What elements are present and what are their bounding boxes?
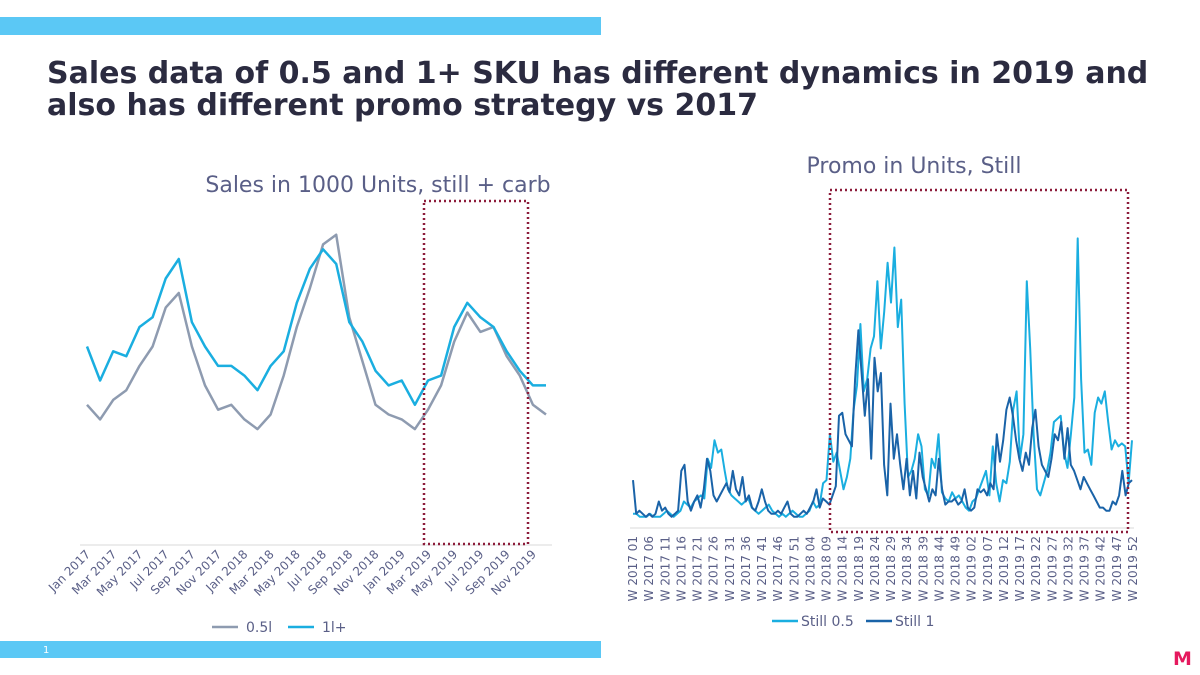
promo-x-tick-w-2019-42: W 2019 42 <box>1094 536 1108 601</box>
promo-x-tick-w-2018-44: W 2018 44 <box>932 536 946 601</box>
legend-label-still-1: Still 1 <box>895 614 934 630</box>
headline-line-1: Sales data of 0.5 and 1+ SKU has differe… <box>47 56 1149 91</box>
promo-x-tick-w-2017-51: W 2017 51 <box>787 536 801 601</box>
promo-series-lines <box>632 237 1133 518</box>
sales-highlight-box <box>422 199 530 546</box>
promo-x-tick-w-2017-01: W 2017 01 <box>626 536 640 601</box>
promo-x-tick-w-2019-47: W 2019 47 <box>1110 536 1124 601</box>
promo-x-tick-w-2018-34: W 2018 34 <box>900 536 914 601</box>
promo-x-tick-w-2019-37: W 2019 37 <box>1078 536 1092 601</box>
promo-x-tick-w-2019-22: W 2019 22 <box>1029 536 1043 601</box>
promo-x-tick-w-2018-29: W 2018 29 <box>884 536 898 601</box>
sales-chart-title: Sales in 1000 Units, still + carb <box>205 173 550 198</box>
promo-chart: Promo in Units, Still W 2017 01 W 2017 06… <box>626 154 1140 630</box>
promo-x-tick-w-2018-19: W 2018 19 <box>852 536 866 601</box>
promo-x-tick-w-2018-24: W 2018 24 <box>868 536 882 601</box>
promo-x-tick-w-2017-16: W 2017 16 <box>674 536 688 601</box>
promo-x-tick-w-2017-46: W 2017 46 <box>771 536 785 601</box>
sales-series-line-1l <box>85 248 546 407</box>
promo-x-tick-w-2017-36: W 2017 36 <box>739 536 753 601</box>
promo-series-line-still-1 <box>632 329 1133 518</box>
promo-series-line-still-0-5 <box>633 237 1133 518</box>
promo-x-tick-w-2017-21: W 2017 21 <box>691 536 705 601</box>
promo-x-tick-w-2018-39: W 2018 39 <box>916 536 930 601</box>
promo-x-tick-w-2019-02: W 2019 02 <box>965 536 979 601</box>
promo-x-tick-w-2018-14: W 2018 14 <box>836 536 850 601</box>
bottom-accent-bar <box>0 641 601 658</box>
sales-series-lines <box>85 233 547 431</box>
promo-x-tick-w-2018-09: W 2018 09 <box>820 536 834 601</box>
slide-headline: Sales data of 0.5 and 1+ SKU has differe… <box>47 58 1177 122</box>
promo-x-tick-w-2019-27: W 2019 27 <box>1045 536 1059 601</box>
promo-x-tick-w-2019-12: W 2019 12 <box>997 536 1011 601</box>
sales-legend: 0.5l 1l+ <box>212 620 347 636</box>
top-accent-bar <box>0 17 601 35</box>
promo-x-tick-w-2017-41: W 2017 41 <box>755 536 769 601</box>
promo-legend: Still 0.5 Still 1 <box>772 614 934 630</box>
promo-chart-title: Promo in Units, Still <box>807 154 1022 179</box>
page-number: 1 <box>43 645 50 656</box>
promo-x-tick-w-2018-04: W 2018 04 <box>803 536 817 601</box>
legend-label-1l-plus: 1l+ <box>322 620 347 636</box>
brand-logo: M <box>1173 648 1192 670</box>
promo-x-tick-w-2017-31: W 2017 31 <box>723 536 737 601</box>
sales-series-line-0-5l <box>86 233 547 431</box>
promo-x-tick-w-2018-49: W 2018 49 <box>949 536 963 601</box>
legend-label-still-0.5: Still 0.5 <box>801 614 854 630</box>
promo-x-tick-w-2019-52: W 2019 52 <box>1126 536 1140 601</box>
promo-x-tick-w-2019-17: W 2019 17 <box>1013 536 1027 601</box>
legend-label-0.5l: 0.5l <box>246 620 272 636</box>
headline-line-2: also has different promo strategy vs 201… <box>47 88 758 123</box>
sales-chart: Sales in 1000 Units, still + carb Jan 20… <box>45 173 552 636</box>
promo-x-tick-w-2017-26: W 2017 26 <box>707 536 721 601</box>
promo-x-tick-w-2017-11: W 2017 11 <box>658 536 672 601</box>
promo-x-tick-w-2019-32: W 2019 32 <box>1061 536 1075 601</box>
promo-x-tick-w-2019-07: W 2019 07 <box>981 536 995 601</box>
promo-x-tick-w-2017-06: W 2017 06 <box>642 536 656 601</box>
promo-x-tick-labels: W 2017 01 W 2017 06 W 2017 11 W 2017 16 W 20… <box>626 536 1140 601</box>
